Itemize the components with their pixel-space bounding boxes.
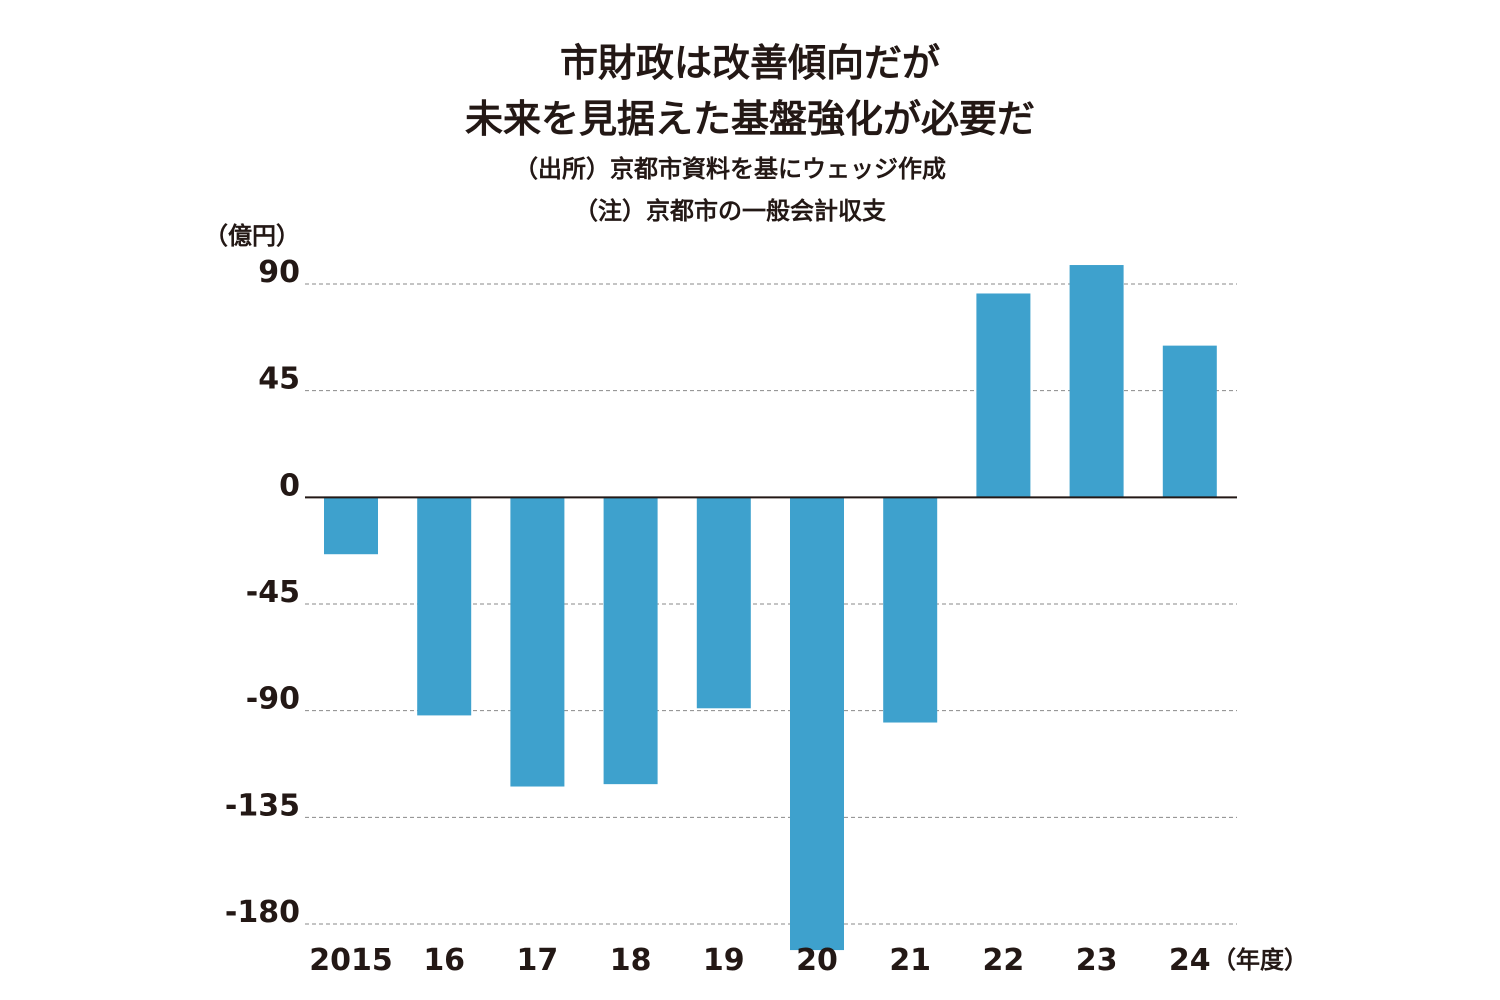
x-tick-label: 17: [517, 943, 559, 978]
y-tick-label: 45: [258, 362, 300, 397]
source-note: （出所）京都市資料を基にウェッジ作成: [514, 155, 946, 183]
bar: [417, 497, 472, 716]
x-tick-label: 21: [889, 943, 931, 978]
y-tick-label: -180: [225, 895, 300, 930]
bar: [1069, 265, 1124, 498]
bar: [976, 293, 1031, 498]
bar: [603, 497, 658, 785]
x-tick-label: 18: [610, 943, 652, 978]
x-tick-label: 23: [1076, 943, 1118, 978]
x-tick-label: 16: [423, 943, 465, 978]
bar: [696, 497, 751, 709]
y-tick-label: 90: [258, 255, 300, 290]
x-tick-label: 24: [1169, 943, 1211, 978]
y-tick-label: 0: [279, 468, 300, 503]
x-tick-label: 2015: [309, 943, 393, 978]
x-tick-label: 20: [796, 943, 838, 978]
y-tick-label: -135: [225, 788, 300, 823]
footnote: （注）京都市の一般会計収支: [574, 197, 886, 225]
bar: [510, 497, 565, 787]
bar: [790, 497, 844, 951]
y-tick-label: -90: [246, 682, 300, 717]
x-tick-label: 22: [983, 943, 1025, 978]
x-axis-unit-label: （年度）: [1212, 946, 1308, 974]
bar: [1162, 345, 1217, 498]
chart-title: 市財政は改善傾向だが: [559, 41, 940, 85]
bar: [883, 497, 938, 723]
y-axis-unit-label: （億円）: [204, 222, 300, 250]
bar: [324, 497, 378, 555]
x-tick-label: 19: [703, 943, 745, 978]
y-tick-label: -45: [246, 575, 300, 610]
chart-subtitle: 未来を見据えた基盤強化が必要だ: [464, 97, 1035, 141]
